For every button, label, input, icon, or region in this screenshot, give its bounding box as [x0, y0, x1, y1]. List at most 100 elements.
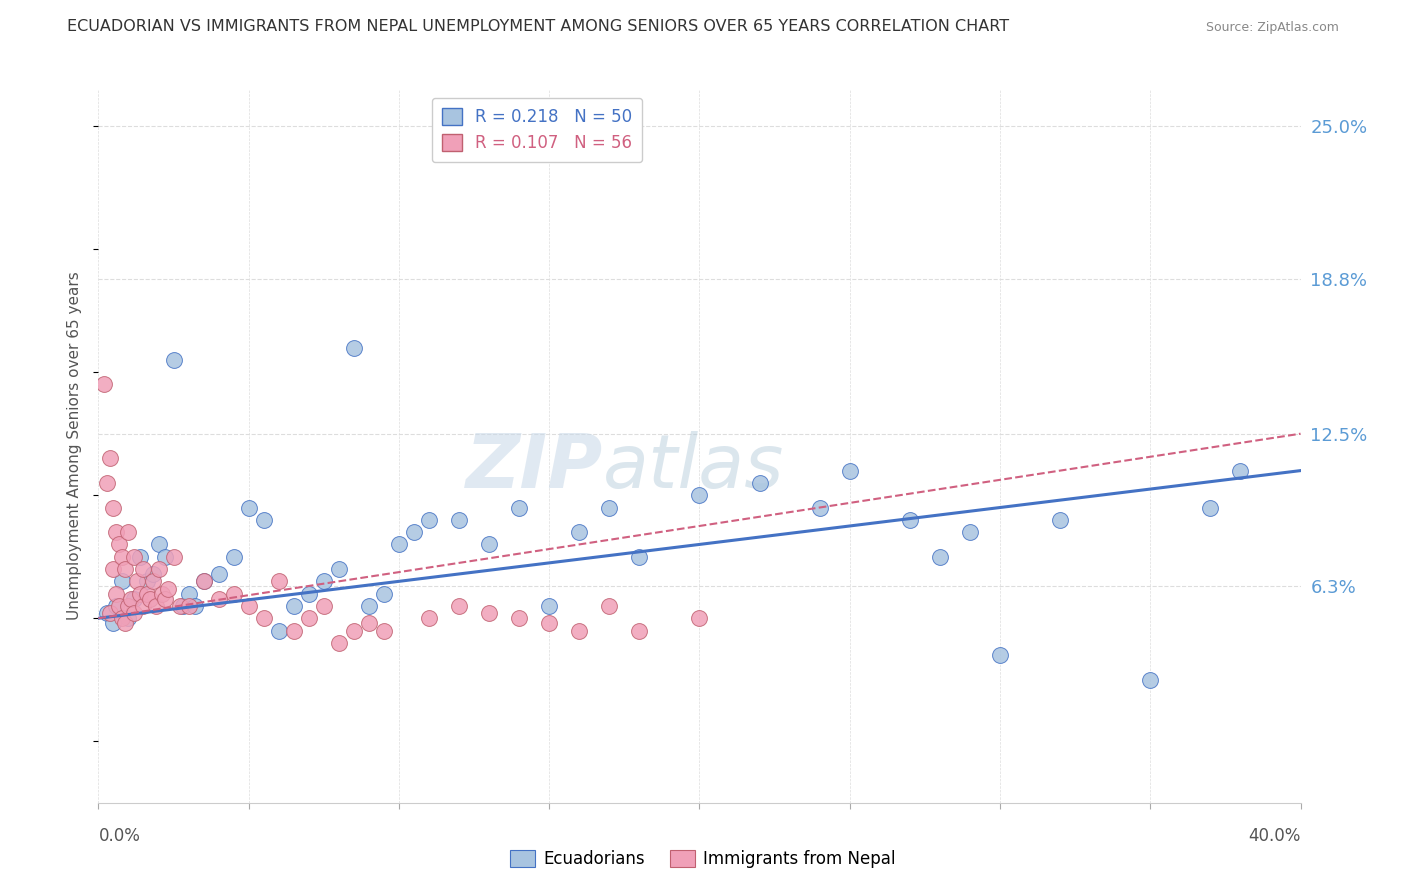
Point	[105, 587, 128, 601]
Point	[124, 591, 146, 606]
Point	[478, 537, 501, 551]
Point	[538, 616, 561, 631]
Point	[478, 607, 501, 621]
Point	[124, 549, 146, 564]
Point	[388, 537, 411, 551]
Point	[598, 500, 620, 515]
Point	[117, 611, 139, 625]
Point	[177, 599, 200, 613]
Text: atlas: atlas	[603, 432, 785, 503]
Point	[1139, 673, 1161, 687]
Point	[598, 599, 620, 613]
Point	[343, 624, 366, 638]
Point	[373, 587, 395, 601]
Point	[150, 587, 173, 601]
Point	[169, 599, 191, 613]
Point	[838, 464, 860, 478]
Text: 0.0%: 0.0%	[98, 827, 141, 845]
Point	[808, 500, 831, 515]
Point	[208, 591, 231, 606]
Point	[117, 525, 139, 540]
Point	[898, 513, 921, 527]
Point	[929, 549, 952, 564]
Point	[312, 574, 335, 589]
Point	[132, 562, 155, 576]
Point	[108, 537, 131, 551]
Point	[162, 352, 184, 367]
Point	[103, 562, 125, 576]
Point	[129, 549, 152, 564]
Point	[267, 624, 290, 638]
Text: 40.0%: 40.0%	[1249, 827, 1301, 845]
Point	[222, 549, 245, 564]
Point	[124, 607, 146, 621]
Point	[538, 599, 561, 613]
Point	[105, 599, 128, 613]
Point	[418, 513, 440, 527]
Text: Source: ZipAtlas.com: Source: ZipAtlas.com	[1205, 21, 1339, 34]
Point	[193, 574, 215, 589]
Point	[628, 549, 651, 564]
Point	[298, 611, 321, 625]
Legend: Ecuadorians, Immigrants from Nepal: Ecuadorians, Immigrants from Nepal	[503, 843, 903, 875]
Point	[418, 611, 440, 625]
Point	[111, 549, 134, 564]
Point	[138, 591, 160, 606]
Point	[177, 587, 200, 601]
Point	[312, 599, 335, 613]
Point	[253, 513, 276, 527]
Point	[357, 599, 380, 613]
Point	[172, 599, 194, 613]
Point	[148, 537, 170, 551]
Point	[222, 587, 245, 601]
Point	[1229, 464, 1251, 478]
Point	[508, 500, 530, 515]
Point	[111, 574, 134, 589]
Point	[447, 513, 470, 527]
Point	[141, 566, 163, 581]
Point	[127, 574, 149, 589]
Point	[153, 591, 176, 606]
Point	[1049, 513, 1071, 527]
Point	[153, 549, 176, 564]
Point	[253, 611, 276, 625]
Point	[132, 599, 155, 613]
Point	[328, 636, 350, 650]
Point	[117, 599, 139, 613]
Point	[193, 574, 215, 589]
Point	[238, 500, 260, 515]
Point	[145, 599, 167, 613]
Point	[988, 648, 1011, 662]
Point	[100, 607, 122, 621]
Point	[238, 599, 260, 613]
Point	[114, 616, 136, 631]
Point	[508, 611, 530, 625]
Point	[121, 591, 143, 606]
Point	[343, 341, 366, 355]
Point	[748, 475, 770, 490]
Point	[141, 574, 163, 589]
Point	[183, 599, 205, 613]
Point	[402, 525, 425, 540]
Legend: R = 0.218   N = 50, R = 0.107   N = 56: R = 0.218 N = 50, R = 0.107 N = 56	[432, 97, 643, 162]
Point	[114, 562, 136, 576]
Y-axis label: Unemployment Among Seniors over 65 years: Unemployment Among Seniors over 65 years	[67, 272, 83, 620]
Point	[103, 500, 125, 515]
Point	[568, 624, 591, 638]
Point	[328, 562, 350, 576]
Point	[100, 451, 122, 466]
Point	[959, 525, 981, 540]
Point	[96, 607, 118, 621]
Text: ECUADORIAN VS IMMIGRANTS FROM NEPAL UNEMPLOYMENT AMONG SENIORS OVER 65 YEARS COR: ECUADORIAN VS IMMIGRANTS FROM NEPAL UNEM…	[67, 20, 1010, 34]
Point	[111, 611, 134, 625]
Point	[108, 599, 131, 613]
Point	[689, 488, 711, 502]
Point	[283, 624, 305, 638]
Point	[162, 549, 184, 564]
Text: ZIP: ZIP	[465, 431, 603, 504]
Point	[208, 566, 231, 581]
Point	[568, 525, 591, 540]
Point	[148, 562, 170, 576]
Point	[103, 616, 125, 631]
Point	[1199, 500, 1222, 515]
